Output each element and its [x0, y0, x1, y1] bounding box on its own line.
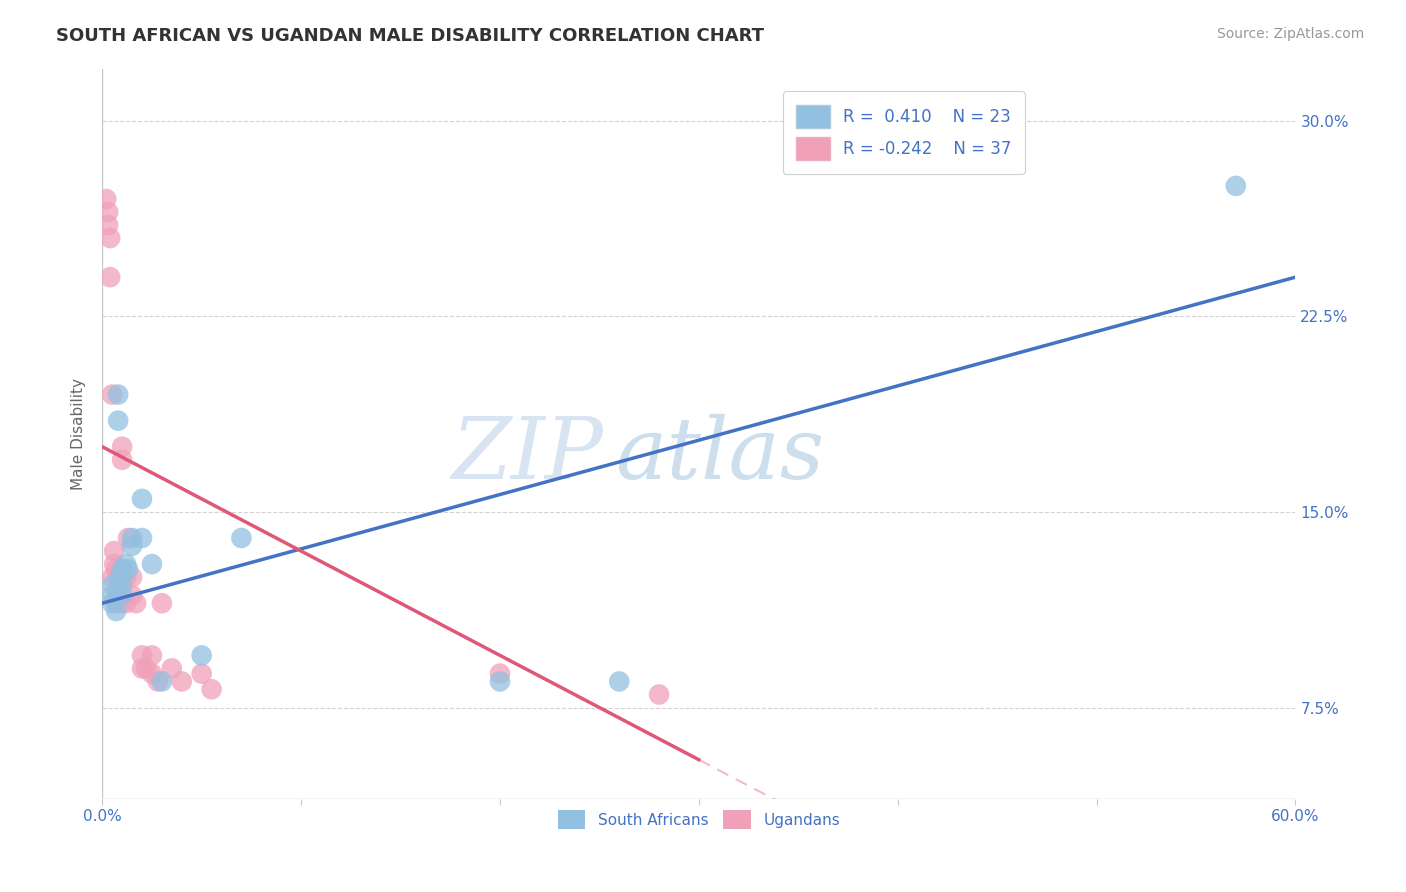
Point [200, 682, 222, 697]
Point [111, 562, 134, 576]
Point [131, 661, 153, 675]
Point [190, 666, 212, 681]
Point [131, 648, 153, 663]
Point [141, 648, 163, 663]
Y-axis label: Male Disability: Male Disability [72, 377, 86, 490]
Point [101, 588, 124, 602]
Point [131, 531, 153, 545]
Point [141, 557, 163, 571]
Point [121, 588, 143, 602]
Point [107, 414, 129, 428]
Point [111, 562, 134, 576]
Point [107, 583, 129, 598]
Point [141, 666, 163, 681]
Text: Source: ZipAtlas.com: Source: ZipAtlas.com [1216, 27, 1364, 41]
Point [97, 218, 120, 232]
Text: atlas: atlas [616, 414, 824, 497]
Point [131, 491, 153, 506]
Point [96, 192, 118, 206]
Point [111, 588, 134, 602]
Point [111, 440, 134, 454]
Point [101, 596, 124, 610]
Point [115, 570, 138, 584]
Point [117, 562, 139, 576]
Point [231, 531, 253, 545]
Point [98, 270, 121, 285]
Point [105, 562, 128, 576]
Point [111, 452, 134, 467]
Point [170, 674, 193, 689]
Point [103, 544, 125, 558]
Point [98, 231, 121, 245]
Text: SOUTH AFRICAN VS UGANDAN MALE DISABILITY CORRELATION CHART: SOUTH AFRICAN VS UGANDAN MALE DISABILITY… [56, 27, 765, 45]
Point [105, 596, 128, 610]
Point [108, 596, 131, 610]
Point [121, 531, 143, 545]
Point [135, 661, 157, 675]
Point [1225, 178, 1247, 193]
Point [103, 557, 125, 571]
Point [101, 570, 124, 584]
Point [107, 387, 129, 401]
Point [108, 570, 131, 584]
Point [115, 557, 138, 571]
Legend: South Africans, Ugandans: South Africans, Ugandans [551, 805, 846, 835]
Point [115, 596, 138, 610]
Point [108, 570, 131, 584]
Point [105, 604, 128, 618]
Point [150, 596, 173, 610]
Point [97, 205, 120, 219]
Point [101, 387, 124, 401]
Point [111, 578, 134, 592]
Point [121, 570, 143, 584]
Point [648, 688, 671, 702]
Point [101, 578, 124, 592]
Point [150, 674, 173, 689]
Point [121, 539, 143, 553]
Point [190, 648, 212, 663]
Point [107, 570, 129, 584]
Point [146, 674, 169, 689]
Point [607, 674, 630, 689]
Point [489, 666, 512, 681]
Text: ZIP: ZIP [451, 414, 603, 497]
Point [489, 674, 512, 689]
Point [117, 531, 139, 545]
Point [125, 596, 148, 610]
Point [160, 661, 183, 675]
